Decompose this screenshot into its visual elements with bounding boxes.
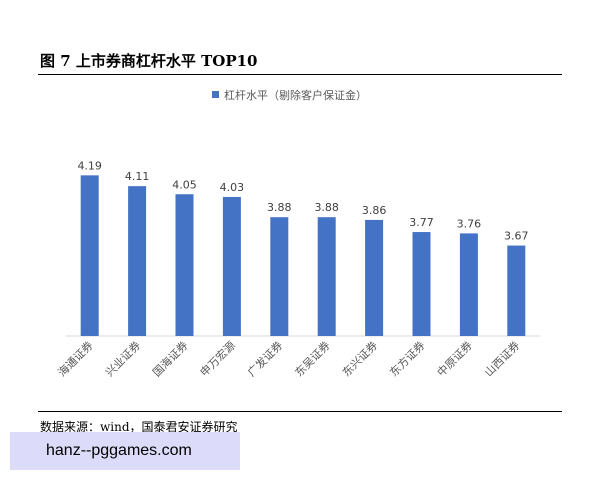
category-label-8: 东方证券 xyxy=(387,338,428,379)
value-label-10: 3.67 xyxy=(504,230,529,243)
value-label-7: 3.86 xyxy=(362,204,387,217)
category-label-4: 申万宏源 xyxy=(197,338,238,379)
top-rule xyxy=(38,74,562,75)
bar-10 xyxy=(507,245,526,336)
bar-7 xyxy=(365,219,384,336)
bottom-rule xyxy=(38,411,562,412)
category-label-7: 东兴证券 xyxy=(339,338,380,379)
value-label-1: 4.19 xyxy=(77,159,102,172)
category-labels-group: 海通证券 兴业证券 国海证券 申万宏源 广发证券 东吴证券 东兴证券 东方证券 中原证券 山西证券 xyxy=(55,338,523,379)
value-label-6: 3.88 xyxy=(314,201,339,214)
legend-label: 杠杆水平（剔除客户保证金） xyxy=(224,88,367,102)
category-label-10: 山西证券 xyxy=(481,338,522,379)
value-label-2: 4.11 xyxy=(125,170,150,183)
bar-6 xyxy=(317,217,336,336)
legend-swatch xyxy=(212,91,219,98)
category-label-5: 广发证券 xyxy=(244,338,285,379)
category-label-2: 兴业证券 xyxy=(102,338,143,379)
bar-3 xyxy=(175,194,194,336)
bar-5 xyxy=(270,217,289,336)
source-note: 数据来源：wind，国泰君安证券研究 xyxy=(40,420,238,434)
value-label-5: 3.88 xyxy=(267,201,292,214)
bar-2 xyxy=(128,186,147,336)
figure-title: 图 7 上市券商杠杆水平 TOP10 xyxy=(40,52,258,70)
value-label-9: 3.76 xyxy=(457,217,482,230)
watermark-banner: hanz--pggames.com xyxy=(10,432,240,470)
bars-group xyxy=(80,175,526,336)
category-label-6: 东吴证券 xyxy=(292,338,333,379)
watermark-text: hanz--pggames.com xyxy=(46,442,192,459)
value-label-4: 4.03 xyxy=(220,181,245,194)
bar-1 xyxy=(80,175,99,336)
bar-chart: 杠杆水平（剔除客户保证金） 4.19 4.11 4.05 4.03 3.88 3.88 3.… xyxy=(55,88,540,379)
category-label-3: 国海证券 xyxy=(150,338,191,379)
bar-8 xyxy=(412,232,431,336)
value-label-8: 3.77 xyxy=(409,216,434,229)
legend: 杠杆水平（剔除客户保证金） xyxy=(212,88,367,102)
value-label-3: 4.05 xyxy=(172,178,197,191)
category-label-1: 海通证券 xyxy=(55,338,96,379)
bar-4 xyxy=(222,196,241,336)
chart-frame: 杠杆水平（剔除客户保证金） 4.19 4.11 4.05 4.03 3.88 3.88 3.… xyxy=(42,77,558,409)
category-label-9: 中原证券 xyxy=(434,338,475,379)
value-labels-group: 4.19 4.11 4.05 4.03 3.88 3.88 3.86 3.77 3.76 3.67 xyxy=(77,159,528,242)
bar-9 xyxy=(459,233,478,336)
